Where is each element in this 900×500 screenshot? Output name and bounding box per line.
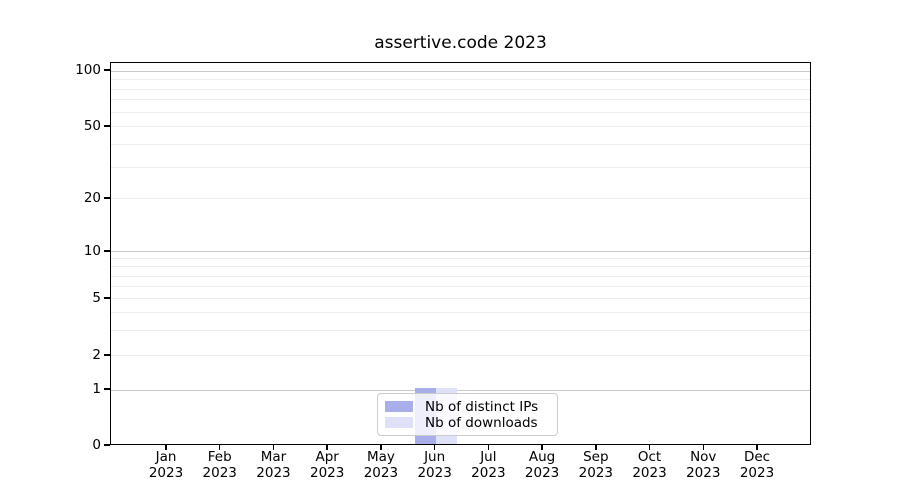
gridline-y-1 xyxy=(111,389,810,391)
y-axis-tick-mark xyxy=(104,250,110,252)
x-axis-tick-mark-may xyxy=(380,445,382,450)
legend-item-distinct-ips: Nb of distinct IPs xyxy=(385,398,549,415)
x-axis-tick-mark-feb xyxy=(218,445,221,450)
gridline-y-90 xyxy=(111,79,810,81)
x-axis-tick-label-may: May 2023 xyxy=(363,449,399,481)
x-axis-tick-label-feb: Feb 2023 xyxy=(202,449,237,481)
x-axis-tick-mark-aug xyxy=(541,445,543,450)
x-axis-tick-mark-dec xyxy=(756,445,758,450)
gridline-y-3 xyxy=(111,330,810,332)
x-axis-tick-label-apr: Apr 2023 xyxy=(309,449,345,481)
y-axis-tick-mark xyxy=(104,197,110,199)
x-axis-tick-mark-mar xyxy=(272,445,275,450)
chart-title: assertive.code 2023 xyxy=(374,33,547,53)
x-axis-tick-label-dec: Dec 2023 xyxy=(739,449,775,481)
y-axis-tick-mark xyxy=(104,297,110,299)
y-axis-tick-label-2: 2 xyxy=(92,346,101,363)
gridline-y-9 xyxy=(111,258,810,260)
legend-item-downloads: Nb of downloads xyxy=(385,414,549,431)
legend-swatch-distinct-ips-icon xyxy=(385,401,413,412)
plot-area xyxy=(110,62,811,445)
x-axis-tick-label-nov: Nov 2023 xyxy=(686,449,721,481)
y-axis-tick-label-50: 50 xyxy=(83,117,101,134)
gridline-y-5 xyxy=(111,298,810,300)
legend-label-downloads: Nb of downloads xyxy=(425,414,538,431)
gridline-y-60 xyxy=(111,111,810,113)
x-axis-tick-mark-sep xyxy=(595,445,597,450)
gridline-y-8 xyxy=(111,266,810,268)
gridline-y-20 xyxy=(111,198,810,200)
y-axis-tick-label-100: 100 xyxy=(75,62,101,79)
x-axis-tick-label-jun: Jun 2023 xyxy=(417,449,452,481)
x-axis-tick-mark-jun xyxy=(433,445,436,450)
y-axis-tick-mark xyxy=(104,354,110,356)
legend-label-distinct-ips: Nb of distinct IPs xyxy=(425,398,539,415)
gridline-y-30 xyxy=(111,166,810,168)
y-axis-tick-mark xyxy=(104,125,110,127)
x-axis-tick-label-sep: Sep 2023 xyxy=(578,449,613,481)
gridline-y-80 xyxy=(111,88,810,90)
legend-swatch-downloads-icon xyxy=(385,417,413,428)
y-axis-tick-mark xyxy=(104,444,110,446)
gridline-y-40 xyxy=(111,143,810,145)
x-axis-tick-label-oct: Oct 2023 xyxy=(632,449,667,481)
x-axis-tick-label-jan: Jan 2023 xyxy=(148,449,184,481)
x-axis-tick-label-mar: Mar 2023 xyxy=(256,449,291,481)
gridline-y-10 xyxy=(111,251,810,253)
x-axis-tick-mark-nov xyxy=(702,445,705,450)
x-axis-tick-mark-oct xyxy=(648,445,651,450)
gridline-y-70 xyxy=(111,99,810,101)
x-axis-tick-mark-jul xyxy=(487,445,490,450)
legend: Nb of distinct IPs Nb of downloads xyxy=(377,393,558,436)
gridline-y-4 xyxy=(111,312,810,314)
x-axis-tick-label-aug: Aug 2023 xyxy=(524,449,560,481)
y-axis-tick-label-0: 0 xyxy=(92,437,101,453)
y-axis-tick-label-1: 1 xyxy=(92,381,101,398)
y-axis-tick-label-20: 20 xyxy=(83,189,101,206)
y-axis-tick-mark xyxy=(104,388,110,390)
gridline-y-6 xyxy=(111,286,810,288)
x-axis-tick-mark-apr xyxy=(326,445,328,450)
y-axis-tick-label-10: 10 xyxy=(83,242,101,259)
gridline-y-100 xyxy=(111,70,810,72)
x-axis-tick-mark-jan xyxy=(165,445,167,450)
gridline-y-7 xyxy=(111,275,810,277)
x-axis-tick-label-jul: Jul 2023 xyxy=(471,449,506,481)
gridline-y-2 xyxy=(111,355,810,357)
gridline-y-50 xyxy=(111,126,810,128)
y-axis-tick-label-5: 5 xyxy=(92,289,101,306)
y-axis-tick-mark xyxy=(104,69,110,71)
